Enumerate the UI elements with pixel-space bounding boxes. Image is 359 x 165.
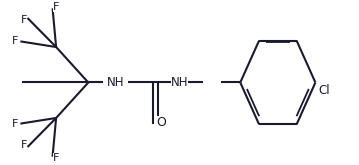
Text: NH: NH xyxy=(171,76,188,89)
Text: NH: NH xyxy=(106,76,124,89)
Text: F: F xyxy=(53,2,59,12)
Text: F: F xyxy=(21,15,27,25)
Text: F: F xyxy=(53,153,59,163)
Text: F: F xyxy=(21,140,27,150)
Text: F: F xyxy=(12,36,18,46)
Text: O: O xyxy=(156,116,166,129)
Text: F: F xyxy=(12,119,18,129)
Text: Cl: Cl xyxy=(318,84,330,97)
